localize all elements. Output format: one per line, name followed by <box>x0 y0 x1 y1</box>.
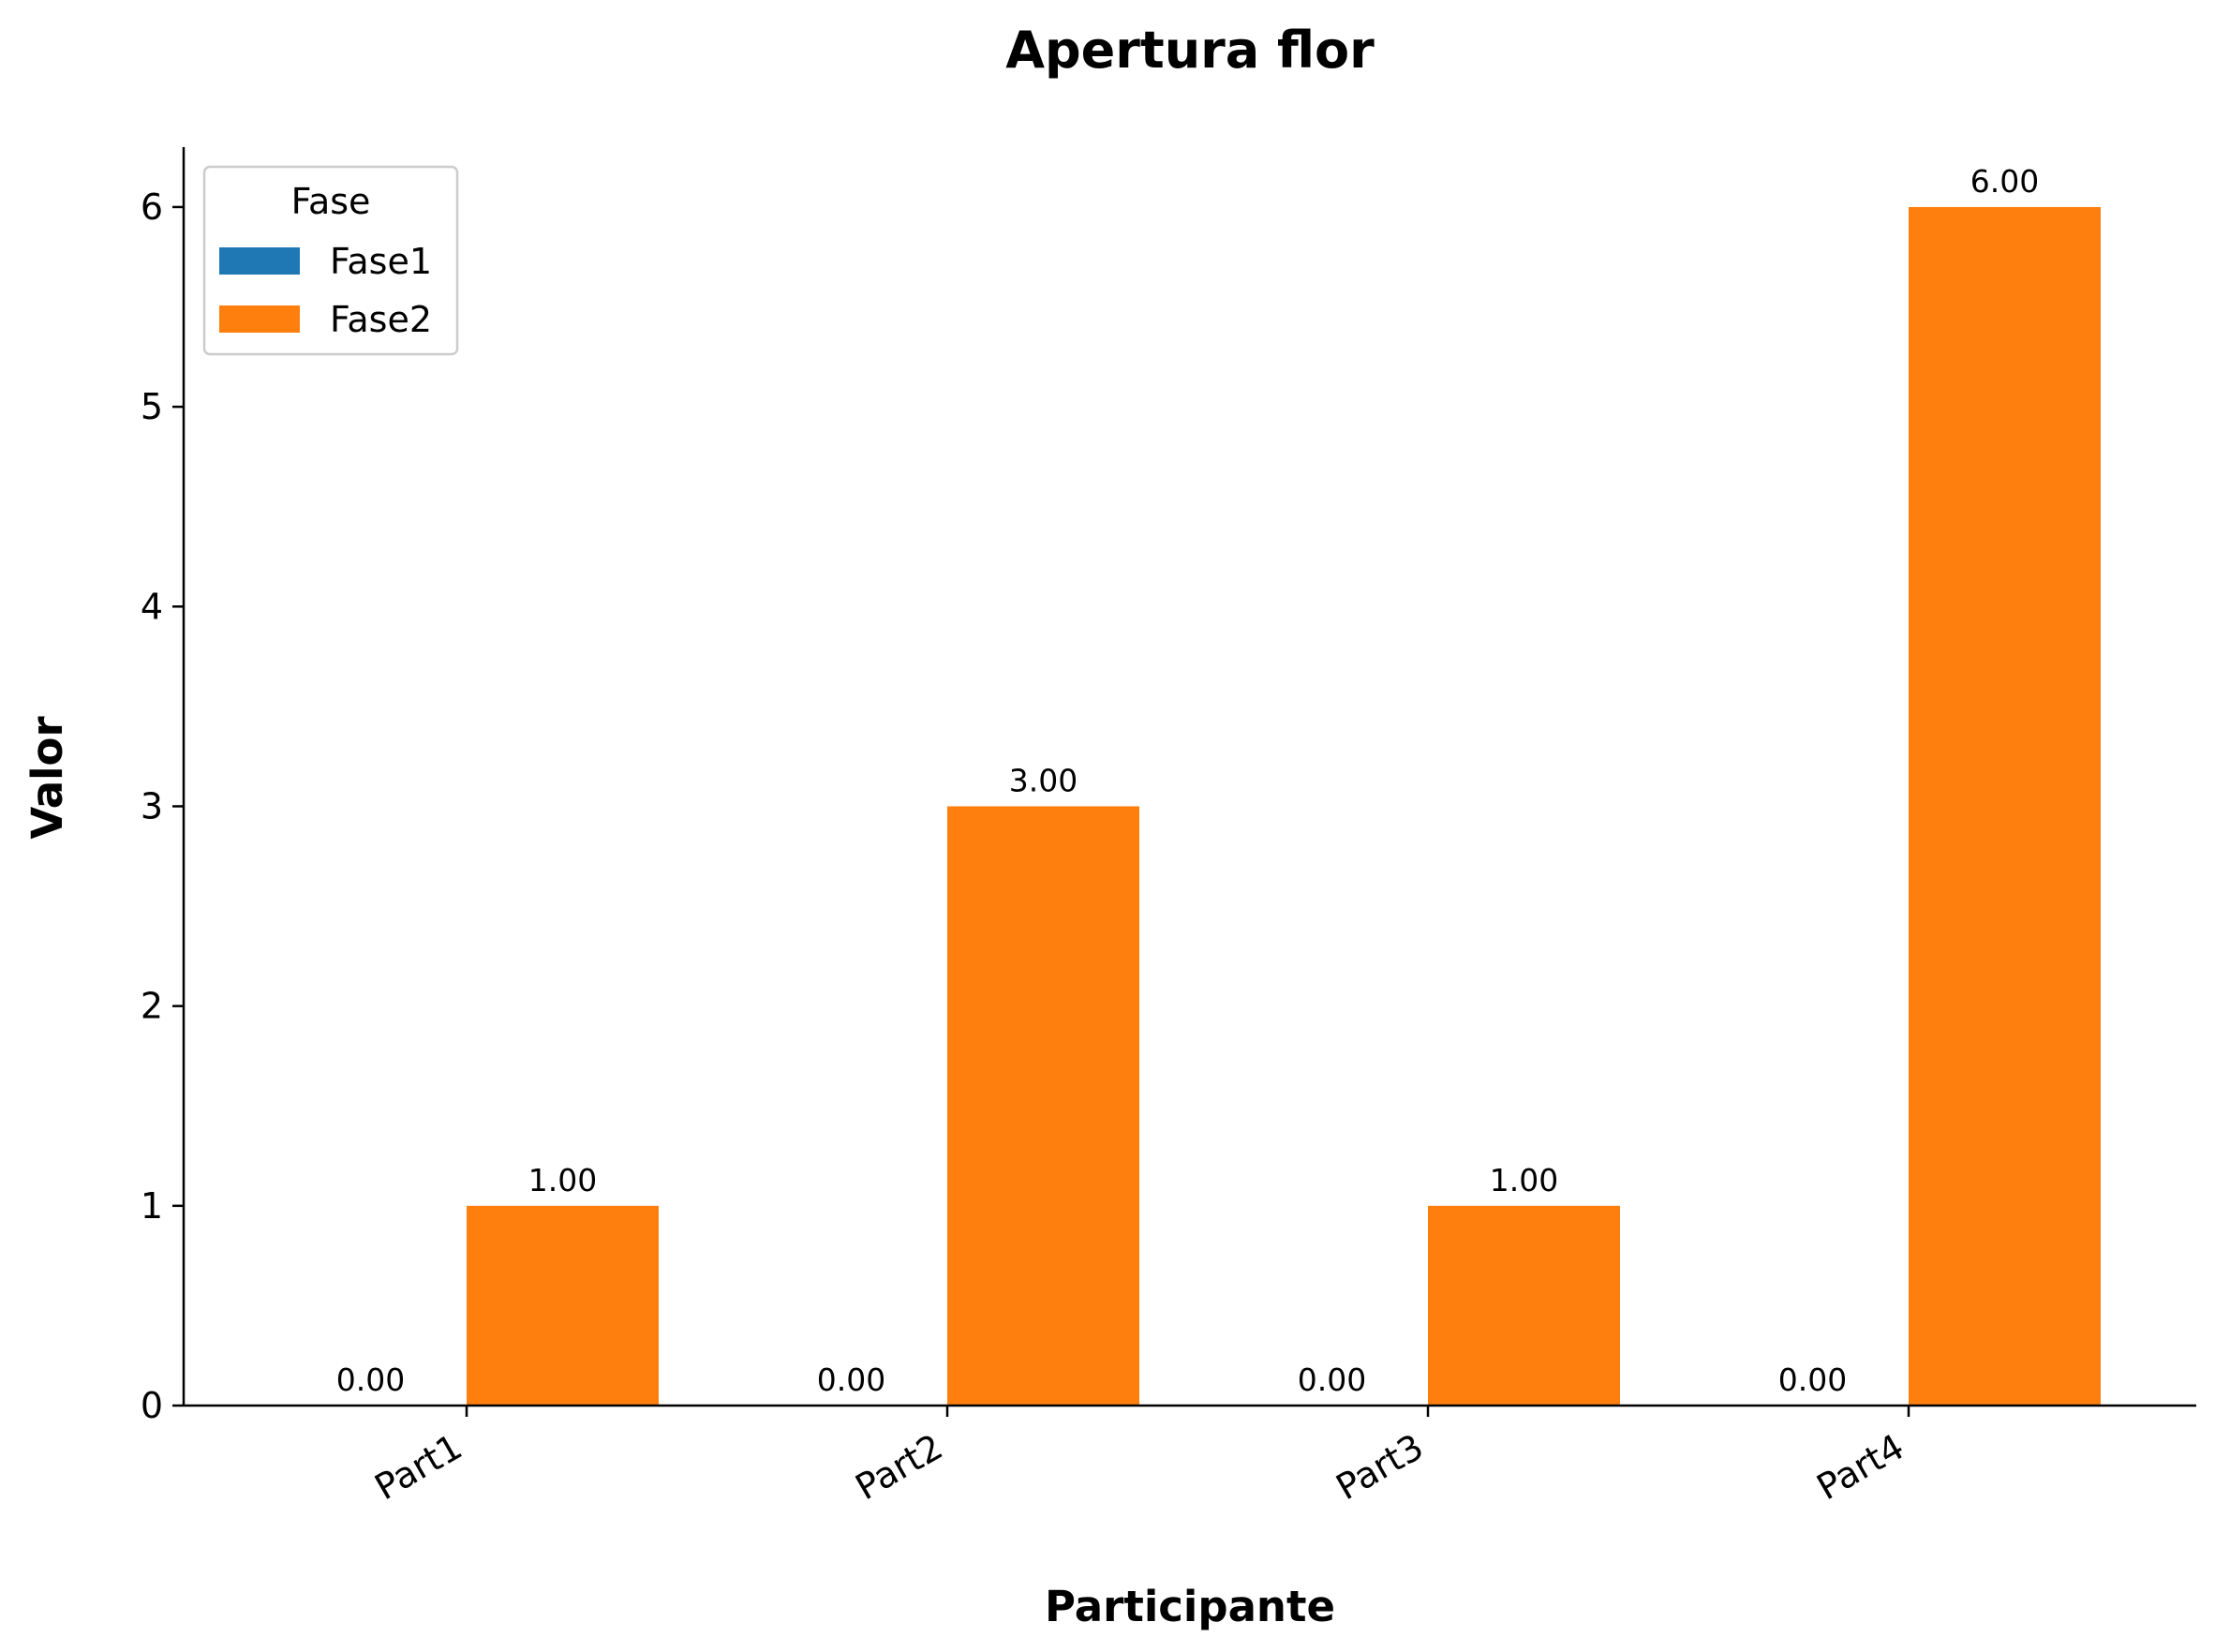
chart-title: Apertura flor <box>1005 21 1375 80</box>
bar-value-label: 1.00 <box>528 1162 597 1198</box>
legend-swatch-fase2 <box>219 305 300 333</box>
x-axis-label: Participante <box>1045 1582 1335 1631</box>
bar-value-label: 0.00 <box>1298 1362 1366 1398</box>
bar-value-label: 0.00 <box>336 1362 405 1398</box>
bar-value-label: 0.00 <box>1778 1362 1847 1398</box>
legend-title: Fase <box>291 181 371 222</box>
y-tick-label: 5 <box>141 386 163 427</box>
bar-value-label: 6.00 <box>1970 163 2039 200</box>
y-ticks-group: 0 1 2 3 4 5 6 <box>141 186 184 1426</box>
legend: Fase Fase1 Fase2 <box>202 165 459 356</box>
bar-fase2-part1 <box>467 1205 659 1406</box>
y-tick-label: 3 <box>141 785 163 826</box>
y-tick-label: 4 <box>141 586 163 627</box>
y-tick-label: 0 <box>141 1385 163 1426</box>
bar-labels-group: 0.00 0.00 0.00 0.00 1.00 3.00 1.00 6.00 <box>336 163 2039 1398</box>
bar-fase2-part2 <box>947 806 1139 1406</box>
bar-value-label: 1.00 <box>1490 1162 1558 1198</box>
y-tick-label: 1 <box>141 1185 163 1227</box>
legend-label-fase2: Fase2 <box>330 299 432 340</box>
y-axis-label: Valor <box>22 716 72 840</box>
bar-fase2-part3 <box>1428 1205 1620 1406</box>
bar-value-label: 3.00 <box>1009 762 1078 798</box>
bars-group <box>467 206 2101 1406</box>
plot-area: 0.00 0.00 0.00 0.00 1.00 3.00 1.00 6.00 0 1 2 3 4 5 6… <box>141 147 2196 1508</box>
y-tick-label: 6 <box>141 186 163 228</box>
bar-fase2-part4 <box>1909 206 2101 1406</box>
legend-swatch-fase1 <box>219 247 300 275</box>
legend-label-fase1: Fase1 <box>330 241 432 282</box>
y-tick-label: 2 <box>141 986 163 1027</box>
bar-value-label: 0.00 <box>817 1362 885 1398</box>
